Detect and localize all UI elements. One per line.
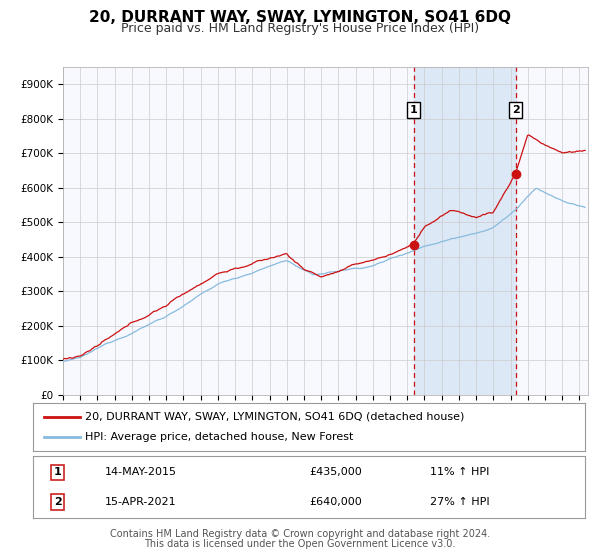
Text: £435,000: £435,000 [309,468,362,478]
Text: 20, DURRANT WAY, SWAY, LYMINGTON, SO41 6DQ (detached house): 20, DURRANT WAY, SWAY, LYMINGTON, SO41 6… [85,412,465,422]
Text: £640,000: £640,000 [309,497,362,507]
Text: 1: 1 [410,105,418,115]
Text: 1: 1 [54,468,62,478]
Text: Contains HM Land Registry data © Crown copyright and database right 2024.: Contains HM Land Registry data © Crown c… [110,529,490,539]
Text: 20, DURRANT WAY, SWAY, LYMINGTON, SO41 6DQ: 20, DURRANT WAY, SWAY, LYMINGTON, SO41 6… [89,10,511,25]
Text: 11% ↑ HPI: 11% ↑ HPI [430,468,490,478]
Text: 2: 2 [512,105,520,115]
Bar [413,67,515,395]
Text: Price paid vs. HM Land Registry's House Price Index (HPI): Price paid vs. HM Land Registry's House … [121,22,479,35]
Text: HPI: Average price, detached house, New Forest: HPI: Average price, detached house, New … [85,432,354,442]
Text: 2: 2 [54,497,62,507]
Text: 27% ↑ HPI: 27% ↑ HPI [430,497,490,507]
Text: This data is licensed under the Open Government Licence v3.0.: This data is licensed under the Open Gov… [145,539,455,549]
Text: 14-MAY-2015: 14-MAY-2015 [105,468,177,478]
Text: 15-APR-2021: 15-APR-2021 [105,497,176,507]
